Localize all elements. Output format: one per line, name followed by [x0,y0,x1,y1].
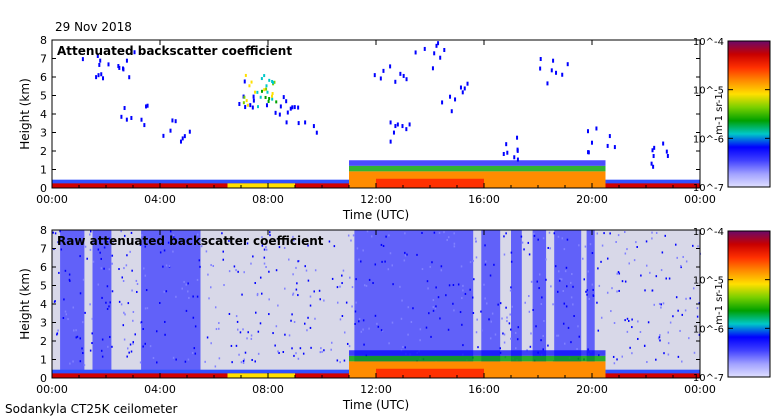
colorbar-gradient [727,40,771,188]
x-axis-label: Time (UTC) [342,398,409,412]
panel-title: Raw attenuated backscatter coefficient [57,234,324,248]
colorbar-tick-label: 10^-4 [693,227,724,238]
x-tick-label: 20:00 [576,193,608,206]
y-tick-label: 5 [40,280,47,293]
colorbar-tick-label: 10^-5 [693,276,724,287]
colorbar-unit-label: m-1 sr-1 [714,93,725,135]
y-tick-label: 4 [40,298,47,311]
x-tick-label: 04:00 [144,193,176,206]
x-tick-label: 08:00 [252,383,284,396]
backscatter-field [81,41,669,169]
y-axis-label: Height (km) [18,78,32,149]
panel-2: 0 1 2 3 4 5 6 7 8 00:00 04:00 08:00 12:00 16:00 20:00 0… [18,224,716,412]
colorbar-tick-label: 10^-7 [693,373,724,384]
y-axis-label: Height (km) [18,268,32,339]
x-tick-label: 00:00 [684,383,716,396]
colorbar-2: 10^-4 10^-5 10^-6 10^-7 m-1 sr-1 [693,227,771,384]
y-tick-label: 3 [40,127,47,140]
x-tick-label: 20:00 [576,383,608,396]
x-tick-label: 12:00 [360,193,392,206]
instrument-label: Sodankyla CT25K ceilometer [5,402,178,416]
colorbar-unit-label: m-1 sr-1 [714,283,725,325]
x-axis-label: Time (UTC) [342,208,409,222]
colorbar-tick-label: 10^-6 [693,324,724,335]
y-tick-label: 0 [40,372,47,385]
x-tick-label: 12:00 [360,383,392,396]
x-tick-label: 00:00 [684,193,716,206]
x-tick-label: 08:00 [252,193,284,206]
colorbar-tick-label: 10^-6 [693,134,724,145]
x-tick-label: 16:00 [468,193,500,206]
y-tick-label: 2 [40,145,47,158]
x-tick-label: 00:00 [36,383,68,396]
y-tick-label: 8 [40,34,47,47]
colorbar-1: 10^-4 10^-5 10^-6 10^-7 m-1 sr-1 [693,37,771,194]
panel-1: 0 1 2 3 4 5 6 7 8 00:00 04:00 08:00 12:00 16:00 20:00 0… [18,34,716,222]
y-tick-label: 1 [40,354,47,367]
y-tick-label: 8 [40,224,47,237]
colorbar-tick-label: 10^-7 [693,183,724,194]
y-tick-label: 4 [40,108,47,121]
colorbar-tick-label: 10^-4 [693,37,724,48]
y-tick-label: 7 [40,243,47,256]
y-tick-label: 5 [40,90,47,103]
date-label: 29 Nov 2018 [55,20,132,34]
colorbar-tick-label: 10^-5 [693,86,724,97]
y-tick-label: 2 [40,335,47,348]
colorbar-gradient [727,230,771,378]
y-tick-label: 7 [40,53,47,66]
x-tick-label: 04:00 [144,383,176,396]
y-tick-label: 0 [40,182,47,195]
x-tick-label: 00:00 [36,193,68,206]
y-tick-label: 1 [40,164,47,177]
panel-title: Attenuated backscatter coefficient [57,44,292,58]
y-tick-label: 6 [40,71,47,84]
y-tick-label: 6 [40,261,47,274]
y-tick-label: 3 [40,317,47,330]
x-tick-label: 16:00 [468,383,500,396]
